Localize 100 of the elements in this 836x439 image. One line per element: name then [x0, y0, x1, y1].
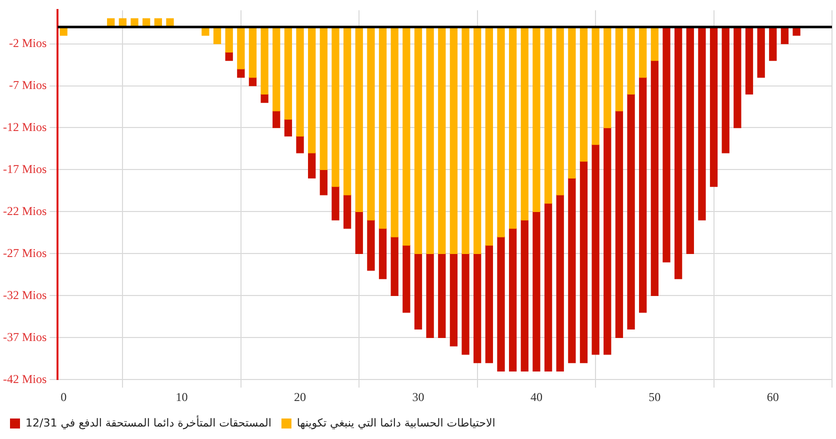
bar: [556, 26, 564, 196]
x-tick-label: 0: [60, 390, 67, 404]
bar: [320, 26, 328, 170]
bar: [627, 94, 635, 330]
bar: [780, 26, 789, 44]
bar: [237, 26, 245, 70]
bar: [497, 236, 505, 372]
bar: [355, 211, 363, 254]
bar: [378, 26, 387, 229]
bar: [426, 26, 434, 254]
bar: [343, 26, 352, 196]
bar: [438, 253, 446, 338]
legend-label: المستحقات المتأخرة دائما المستحقة الدفع في 12/31: [26, 414, 272, 430]
bar: [332, 186, 340, 220]
bar: [296, 26, 304, 136]
bar: [497, 26, 505, 238]
bar: [520, 220, 528, 372]
bar: [592, 144, 600, 355]
bar: [568, 26, 576, 178]
bar: [592, 26, 600, 145]
y-tick-label: -12 Mios: [3, 120, 47, 134]
bar: [320, 169, 328, 196]
bar: [698, 26, 706, 220]
x-tick-label: 30: [412, 390, 424, 404]
bar: [769, 26, 777, 61]
bar: [757, 26, 765, 78]
x-tick-label: 10: [176, 390, 188, 404]
bar: [485, 26, 493, 246]
bar: [260, 26, 268, 94]
bar: [686, 26, 694, 254]
bar: [332, 26, 340, 187]
bar: [544, 202, 552, 372]
bar: [438, 26, 446, 254]
bar: [367, 26, 375, 220]
bar: [390, 26, 398, 238]
bar: [462, 26, 470, 254]
bar: [450, 253, 458, 346]
bar: [272, 110, 280, 128]
bar: [355, 26, 363, 212]
x-tick-label: 20: [294, 390, 306, 404]
bar: [225, 52, 233, 61]
x-tick-label: 50: [648, 390, 661, 404]
bar: [604, 127, 612, 355]
bar: [378, 228, 387, 280]
bar: [414, 26, 422, 254]
bar: [556, 194, 564, 372]
bar: [568, 178, 576, 364]
bar: [402, 26, 410, 246]
bar: [544, 26, 552, 204]
y-tick-label: -17 Mios: [3, 162, 47, 176]
y-tick-label: -7 Mios: [9, 78, 47, 92]
bar: [462, 253, 470, 355]
bar: [532, 211, 540, 372]
bar: [272, 26, 280, 112]
bar: [520, 26, 528, 220]
bar: [414, 253, 422, 330]
bar: [615, 110, 624, 338]
bar: [213, 26, 222, 44]
bar: [650, 60, 659, 296]
y-tick-label: -37 Mios: [3, 330, 47, 344]
bar: [508, 228, 517, 372]
bar: [722, 26, 730, 154]
bar: [343, 194, 352, 229]
bar: [474, 253, 482, 364]
x-tick-label: 60: [766, 390, 779, 404]
bar: [532, 26, 540, 212]
y-tick-label: -2 Mios: [9, 36, 47, 50]
bar: [734, 26, 742, 128]
y-tick-label: -27 Mios: [3, 246, 47, 260]
y-tick-label: -42 Mios: [3, 372, 47, 386]
bar: [260, 94, 268, 103]
bar: [474, 26, 482, 254]
bar: [508, 26, 517, 229]
bar: [604, 26, 612, 128]
bar: [639, 77, 647, 313]
bar: [580, 160, 588, 364]
bar: [284, 119, 292, 136]
bar: [296, 136, 304, 154]
bar: [745, 26, 754, 94]
bar: [650, 26, 659, 61]
y-tick-label: -32 Mios: [3, 288, 47, 302]
bar: [580, 26, 588, 162]
bar: [390, 236, 398, 296]
bar: [710, 26, 718, 187]
bar: [225, 26, 233, 53]
bar: [485, 244, 493, 364]
bar: [426, 253, 434, 338]
bar: [674, 26, 682, 280]
bar: [248, 77, 257, 86]
bar: [615, 26, 624, 112]
bar: [284, 26, 292, 120]
legend-label: الاحتياطات الحسابية دائما التي ينبغي تكوينها: [296, 416, 496, 430]
bar: [662, 26, 670, 262]
bar: [248, 26, 257, 78]
y-tick-label: -22 Mios: [3, 204, 47, 218]
bar: [308, 26, 316, 154]
x-tick-label: 40: [530, 390, 542, 404]
bar: [450, 26, 458, 254]
bar: [402, 244, 410, 313]
bar: [639, 26, 647, 78]
